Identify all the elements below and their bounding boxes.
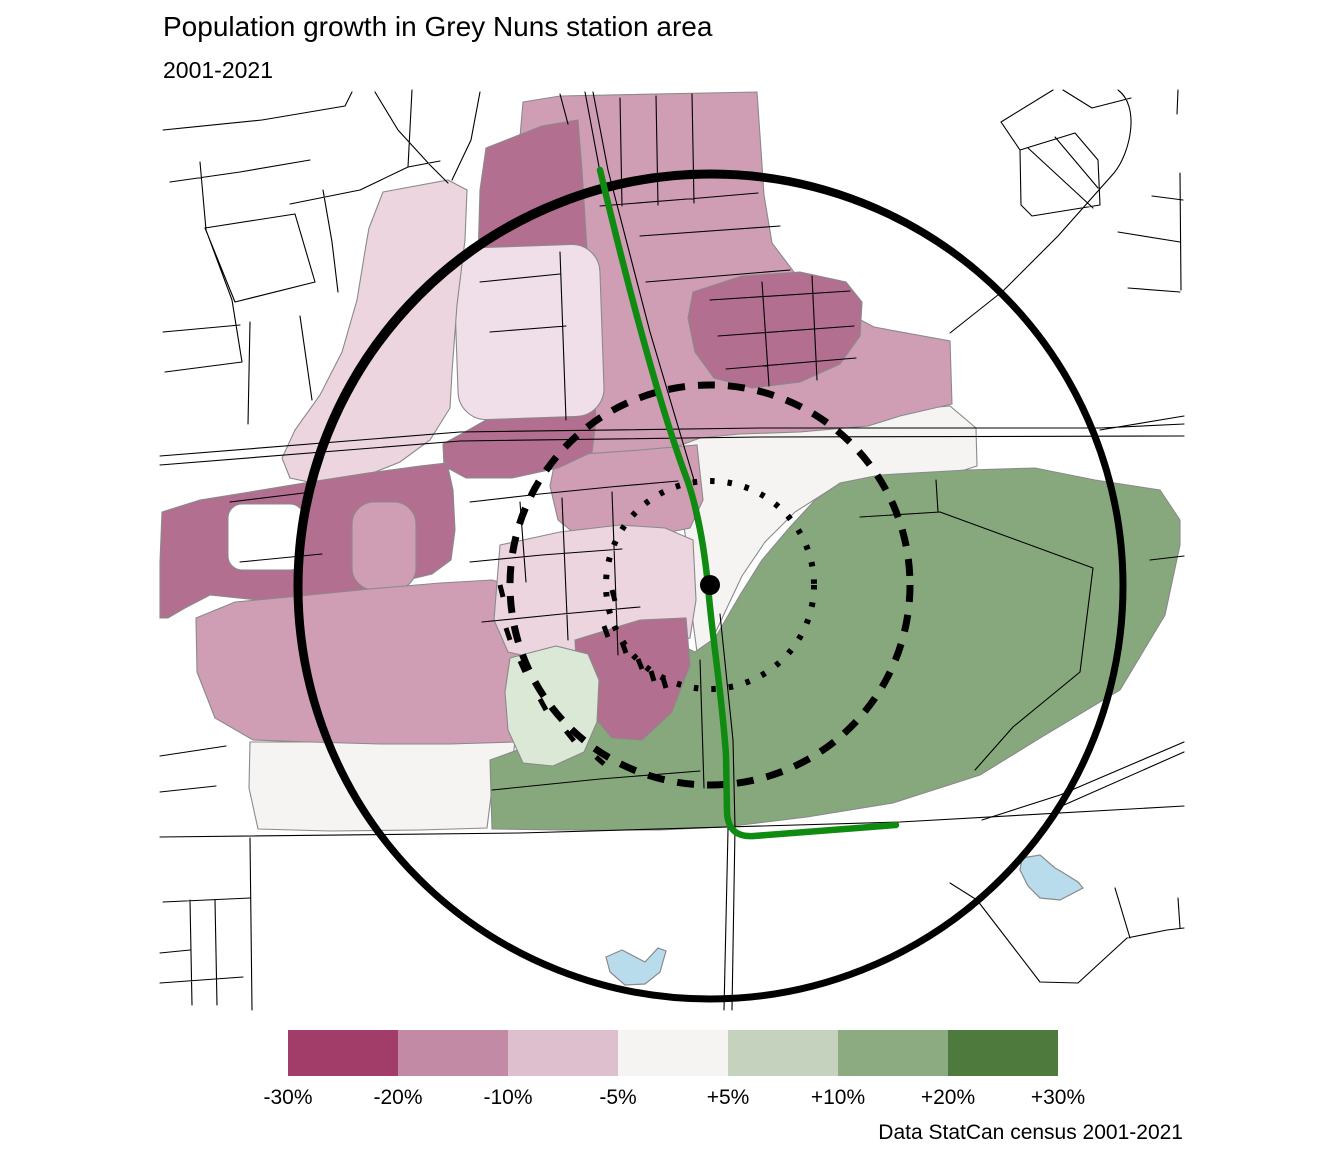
data-source-caption: Data StatCan census 2001-2021 — [878, 1121, 1183, 1144]
radius-rings — [293, 169, 1127, 1003]
legend-tick-label: -20% — [373, 1086, 423, 1109]
legend-swatch-2 — [508, 1030, 618, 1076]
region-decline-inset — [351, 501, 417, 591]
building-marks — [497, 584, 669, 766]
middle-dashed-ring — [506, 381, 914, 789]
legend-tick-label: -30% — [263, 1086, 313, 1109]
water-body-east — [1019, 854, 1084, 901]
legend-swatch-6 — [948, 1030, 1058, 1076]
legend-tick-label: +10% — [810, 1086, 866, 1109]
water-body-south — [605, 947, 667, 986]
region-strong-decline-east-blob — [687, 271, 863, 389]
legend-swatch-0 — [288, 1030, 398, 1076]
building-footprints — [497, 584, 669, 766]
region-growth-main — [489, 467, 1181, 831]
region-stable-station — [654, 405, 978, 654]
water-bodies — [605, 854, 1084, 986]
page-subtitle: 2001-2021 — [163, 57, 273, 83]
legend-swatch-4 — [728, 1030, 838, 1076]
region-hole-courtyard — [227, 503, 305, 571]
legend-tick-label: +30% — [1030, 1086, 1086, 1109]
roads-minor — [159, 89, 1185, 1011]
inner-dotted-ring — [603, 478, 817, 692]
legend-tick-label: +5% — [706, 1086, 750, 1109]
legend-tick-label: -5% — [599, 1086, 637, 1109]
legend-tick-label: -10% — [483, 1086, 533, 1109]
outer-solid-ring-rough — [299, 175, 1125, 1001]
legend-swatch-1 — [398, 1030, 508, 1076]
region-slight-decline-rounded — [453, 243, 605, 421]
legend-swatch-3 — [618, 1030, 728, 1076]
station-marker — [700, 575, 720, 595]
legend-swatch-5 — [838, 1030, 948, 1076]
region-stable-southwest — [248, 741, 516, 832]
page-title: Population growth in Grey Nuns station a… — [163, 11, 713, 42]
transit-line — [596, 166, 900, 840]
legend-tick-label: +20% — [920, 1086, 976, 1109]
legend-colorbar — [288, 1030, 1058, 1076]
legend-tick-labels: -30% -20% -10% -5% +5% +10% +20% +30% — [263, 1086, 1085, 1112]
